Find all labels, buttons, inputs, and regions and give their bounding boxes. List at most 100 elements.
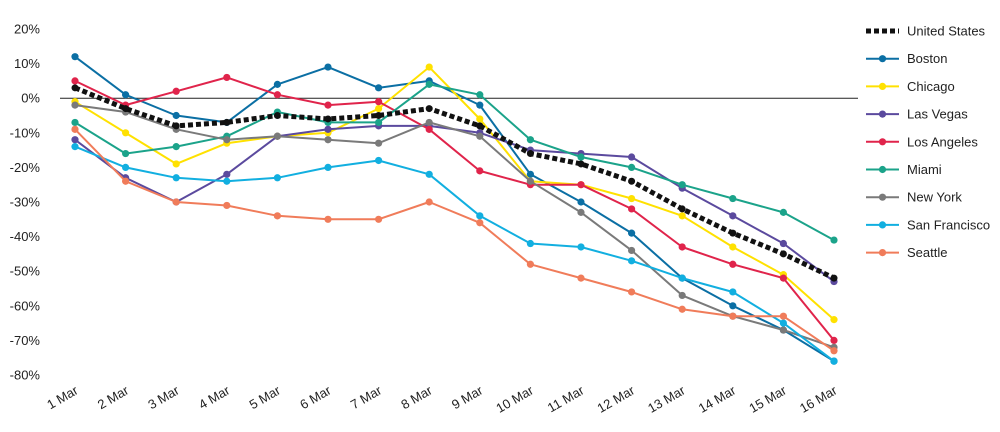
legend-marker: [878, 82, 887, 90]
data-point: [223, 201, 231, 210]
y-tick-label: -20%: [10, 160, 41, 175]
data-point: [71, 53, 79, 61]
x-axis: 1 Mar 2 Mar 3 Mar 4 Mar 5 Mar 6 Mar 7 Mar 8 Mar…: [44, 382, 840, 416]
data-point: [577, 274, 585, 282]
series-chicago: [71, 63, 838, 324]
x-tick-label: 16 Mar: [797, 382, 840, 416]
series-boston: [71, 53, 838, 365]
legend-marker: [878, 138, 887, 146]
data-point: [172, 111, 180, 120]
data-point: [729, 229, 737, 237]
y-tick-label: -50%: [10, 264, 41, 279]
data-point: [476, 122, 484, 130]
data-point: [122, 177, 130, 185]
data-point: [779, 250, 787, 258]
data-point: [729, 260, 737, 268]
legend-item-san-francisco: San Francisco: [866, 217, 990, 232]
data-point: [324, 101, 332, 109]
data-point: [729, 212, 737, 220]
series-san-francisco: [71, 143, 838, 365]
y-tick-label: -70%: [10, 333, 41, 348]
legend-label: New York: [907, 190, 962, 205]
data-point: [577, 181, 585, 189]
legend-label: Seattle: [907, 245, 947, 260]
data-point: [577, 243, 585, 251]
data-point: [273, 174, 281, 182]
data-point: [375, 139, 383, 147]
data-point: [273, 212, 281, 220]
data-point: [476, 132, 484, 140]
data-point: [425, 105, 433, 113]
data-point: [476, 115, 484, 123]
x-tick-label: 15 Mar: [746, 382, 789, 416]
data-point: [172, 87, 180, 95]
data-point: [779, 208, 788, 216]
data-point: [526, 239, 535, 248]
data-point: [577, 198, 585, 206]
data-point: [678, 274, 686, 282]
y-tick-label: -80%: [10, 368, 41, 383]
series-line: [74, 145, 835, 362]
data-point: [678, 181, 686, 189]
data-point: [628, 194, 636, 203]
data-point: [324, 215, 332, 223]
x-tick-label: 14 Mar: [696, 382, 739, 416]
x-tick-label: 8 Mar: [398, 382, 435, 412]
data-point: [779, 326, 788, 334]
data-point: [476, 91, 484, 99]
legend-label: Chicago: [907, 79, 955, 94]
series-line: [74, 83, 835, 241]
series-line: [74, 128, 835, 352]
data-point: [729, 243, 737, 251]
data-point: [172, 122, 180, 130]
legend-marker: [878, 221, 887, 229]
x-tick-label: 6 Mar: [297, 382, 334, 412]
data-point: [425, 198, 433, 206]
data-point: [830, 347, 838, 355]
data-point: [324, 136, 332, 144]
data-point: [425, 118, 433, 127]
data-point: [729, 312, 737, 320]
data-point: [71, 84, 79, 92]
series-united-states: [71, 84, 838, 282]
legend-item-united-states: United States: [866, 24, 986, 39]
data-point: [122, 91, 130, 99]
series-line: [74, 85, 836, 281]
data-point: [830, 336, 838, 344]
legend-item-las-vegas: Las Vegas: [866, 107, 968, 122]
data-point: [476, 212, 484, 220]
data-point: [628, 177, 636, 185]
legend-marker: [878, 249, 887, 257]
data-point: [526, 170, 535, 178]
legend-label: San Francisco: [907, 217, 990, 232]
data-point: [324, 125, 332, 133]
data-point: [628, 163, 636, 171]
legend-marker: [878, 55, 887, 63]
data-point: [425, 170, 433, 178]
x-tick-label: 2 Mar: [95, 382, 132, 412]
data-point: [830, 357, 838, 365]
x-tick-label: 13 Mar: [645, 382, 688, 416]
x-tick-label: 5 Mar: [247, 382, 284, 412]
data-point: [122, 149, 130, 158]
data-point: [678, 243, 686, 251]
data-point: [476, 219, 484, 227]
x-tick-label: 12 Mar: [595, 382, 638, 416]
data-point: [375, 156, 383, 165]
data-point: [375, 118, 383, 127]
data-point: [678, 305, 686, 313]
legend-item-boston: Boston: [866, 51, 947, 66]
data-point: [628, 205, 636, 213]
data-point: [375, 215, 383, 223]
x-tick-label: 10 Mar: [493, 382, 536, 416]
data-point: [425, 63, 433, 71]
data-point: [172, 174, 180, 182]
legend-marker: [878, 193, 887, 201]
data-point: [324, 63, 332, 71]
y-tick-label: -30%: [10, 195, 41, 210]
legend-item-chicago: Chicago: [866, 79, 955, 94]
data-point: [628, 288, 636, 296]
data-point: [678, 212, 686, 220]
